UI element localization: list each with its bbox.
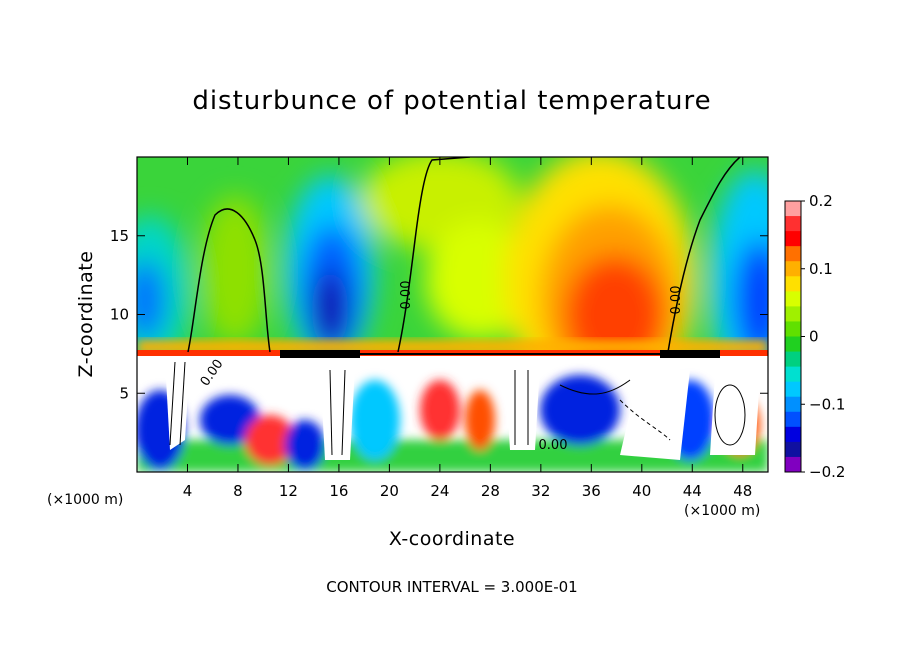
- x-tick-label: 44: [683, 482, 702, 500]
- colorbar-tick-label: −0.1: [809, 395, 845, 413]
- colorbar-segment: [785, 381, 801, 398]
- contour-label: 0.00: [669, 286, 684, 315]
- y-tick-label: 15: [110, 227, 129, 245]
- chart-title: disturbunce of potential temperature: [192, 86, 712, 116]
- colorbar-segment: [785, 201, 801, 217]
- colorbar-tick-label: 0: [809, 328, 819, 346]
- colorbar-segment: [785, 321, 801, 337]
- x-unit-right: (×1000 m): [684, 503, 761, 519]
- y-axis: 5 10 15: [110, 227, 768, 402]
- temperature-field: [137, 157, 768, 472]
- colorbar-segment: [785, 276, 801, 292]
- colorbar-tick-label: 0.2: [809, 192, 833, 210]
- y-tick-label: 10: [110, 306, 129, 324]
- x-tick-label: 20: [380, 482, 399, 500]
- x-tick-label: 40: [632, 482, 651, 500]
- colorbar-segment: [785, 396, 801, 413]
- contour-label: 0.00: [539, 438, 568, 453]
- colorbar-segment: [785, 336, 801, 353]
- x-tick-label: 24: [430, 482, 449, 500]
- x-tick-label: 12: [279, 482, 298, 500]
- y-axis-label: Z-coordinate: [75, 250, 97, 378]
- colorbar-segment: [785, 291, 801, 307]
- x-tick-label: 48: [733, 482, 752, 500]
- colorbar-tick-label: −0.2: [809, 463, 845, 481]
- colorbar-segment: [785, 366, 801, 383]
- colorbar-segment: [785, 306, 801, 322]
- contour-label: 0.00: [399, 281, 414, 310]
- x-tick-label: 28: [481, 482, 500, 500]
- colorbar-segment: [785, 231, 801, 247]
- x-unit-left: (×1000 m): [47, 492, 124, 508]
- x-tick-label: 4: [183, 482, 193, 500]
- colorbar: 0.2 0.1 0 −0.1 −0.2: [784, 192, 845, 481]
- x-axis-label: X-coordinate: [388, 528, 516, 550]
- colorbar-segment: [785, 426, 801, 443]
- x-tick-label: 32: [531, 482, 550, 500]
- colorbar-segment: [785, 216, 801, 232]
- x-tick-label: 36: [582, 482, 601, 500]
- y-tick-label: 5: [119, 384, 129, 402]
- contour-interval-note: CONTOUR INTERVAL = 3.000E-01: [326, 578, 578, 596]
- colorbar-tick-label: 0.1: [809, 260, 833, 278]
- colorbar-segment: [785, 261, 801, 277]
- x-tick-label: 8: [233, 482, 243, 500]
- colorbar-segment: [785, 411, 801, 428]
- x-axis: 4 8 12 16 20 24 28 32 36 40 44 48: [183, 157, 752, 500]
- colorbar-segment: [785, 456, 801, 473]
- x-tick-label: 16: [329, 482, 348, 500]
- colorbar-segment: [785, 441, 801, 458]
- colorbar-segment: [785, 351, 801, 368]
- colorbar-segment: [785, 246, 801, 262]
